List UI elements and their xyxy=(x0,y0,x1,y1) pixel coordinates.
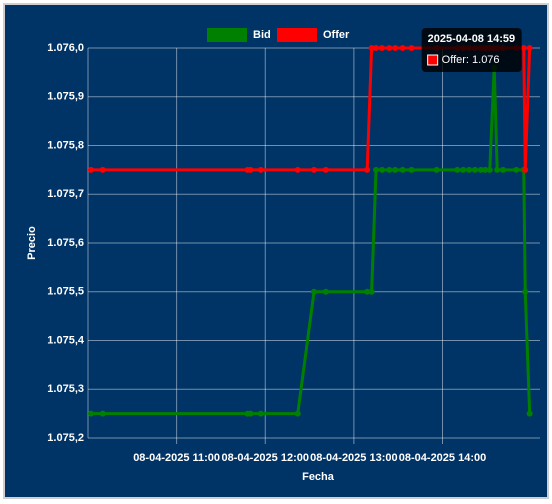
data-point xyxy=(311,288,317,295)
x-axis-title: Fecha xyxy=(302,471,335,483)
data-point xyxy=(294,410,301,417)
data-point xyxy=(99,410,106,417)
x-tick-label: 08-04-2025 14:00 xyxy=(399,452,486,464)
tooltip-box xyxy=(421,28,522,72)
data-point xyxy=(466,166,473,173)
data-point xyxy=(368,45,375,51)
data-point xyxy=(477,166,484,173)
data-point xyxy=(294,166,301,173)
data-point xyxy=(378,166,385,173)
data-point xyxy=(322,288,329,295)
data-point xyxy=(392,45,399,51)
y-tick-label: 1.075,2 xyxy=(47,432,84,444)
x-tick-label: 08-04-2025 12:00 xyxy=(222,452,309,464)
data-point xyxy=(433,166,440,173)
tooltip-swatch xyxy=(427,54,439,66)
data-point xyxy=(364,288,371,295)
data-point xyxy=(386,45,393,51)
y-tick-label: 1.075,6 xyxy=(47,237,84,249)
data-point xyxy=(522,288,529,295)
y-tick-label: 1.075,9 xyxy=(47,91,84,103)
legend-label: Bid xyxy=(253,29,271,41)
data-point xyxy=(500,166,507,173)
data-point xyxy=(522,166,529,173)
data-point xyxy=(526,410,533,417)
data-point xyxy=(373,166,380,173)
y-tick-label: 1.075,4 xyxy=(47,334,85,346)
tooltip-title: 2025-04-08 14:59 xyxy=(428,33,515,45)
data-point xyxy=(247,166,254,173)
x-tick-label: 08-04-2025 11:00 xyxy=(133,452,220,464)
y-tick-label: 1.075,3 xyxy=(47,383,84,395)
data-point xyxy=(364,166,371,173)
legend-swatch xyxy=(207,28,247,42)
data-point xyxy=(99,166,106,173)
data-point xyxy=(408,166,415,173)
data-point xyxy=(486,166,493,173)
data-point xyxy=(482,166,489,173)
y-tick-label: 1.075,5 xyxy=(47,286,84,298)
data-point xyxy=(399,45,406,51)
tooltip: 2025-04-08 14:59 Offer: 1.076 xyxy=(421,28,522,72)
y-tick-label: 1.075,7 xyxy=(47,188,84,200)
x-tick-label: 08-04-2025 13:00 xyxy=(310,452,397,464)
data-point xyxy=(247,410,254,417)
y-axis-title: Precio xyxy=(26,226,38,260)
data-point xyxy=(87,166,94,173)
data-point xyxy=(87,410,94,417)
data-point xyxy=(378,45,385,51)
data-point xyxy=(520,45,527,51)
data-point xyxy=(513,166,520,173)
data-point xyxy=(494,166,501,173)
data-point xyxy=(526,45,533,51)
data-point xyxy=(373,45,380,51)
data-point xyxy=(311,166,317,173)
tooltip-label: Offer: 1.076 xyxy=(442,54,500,66)
data-point xyxy=(454,166,461,173)
data-point xyxy=(386,166,393,173)
legend-label: Offer xyxy=(323,29,350,41)
y-tick-label: 1.076,0 xyxy=(47,42,84,54)
data-point xyxy=(392,166,399,173)
y-tick-label: 1.075,8 xyxy=(47,139,84,151)
legend-swatch xyxy=(277,28,317,42)
data-point xyxy=(368,288,375,295)
data-point xyxy=(460,166,467,173)
chart-background xyxy=(3,3,549,499)
data-point xyxy=(322,166,329,173)
data-point xyxy=(408,45,415,51)
data-point xyxy=(399,166,406,173)
data-point xyxy=(257,166,264,173)
data-point xyxy=(472,166,479,173)
data-point xyxy=(257,410,264,417)
